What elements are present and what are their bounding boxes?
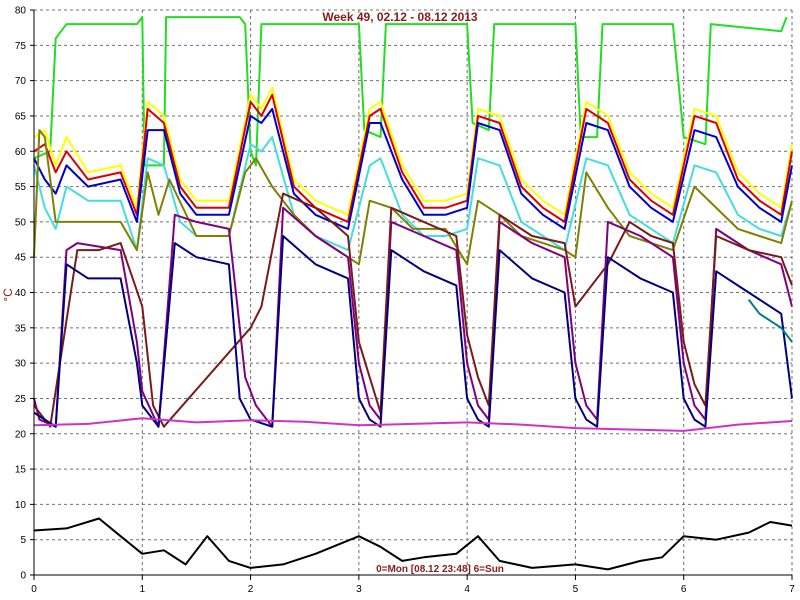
y-tick-label: 0: [20, 571, 26, 582]
y-tick-label: 75: [15, 41, 27, 52]
y-tick-label: 65: [15, 111, 27, 122]
y-tick-label: 55: [15, 182, 27, 193]
x-tick-label: 4: [464, 584, 470, 595]
y-tick-label: 70: [15, 76, 27, 87]
series-line-1: [33, 16, 788, 167]
series-line-3: [33, 93, 793, 223]
series-layer: [33, 16, 793, 571]
series-line-10: [747, 298, 793, 343]
series-line-4: [33, 107, 793, 230]
y-tick-label: 15: [15, 465, 27, 476]
series-line-8: [33, 192, 793, 428]
y-tick-label: 30: [15, 359, 27, 370]
chart-title: Week 49, 02.12 - 08.12 2013: [322, 10, 478, 24]
y-tick-label: 60: [15, 147, 27, 158]
y-tick-label: 5: [20, 535, 26, 546]
y-tick-label: 20: [15, 429, 27, 440]
x-tick-label: 6: [681, 584, 687, 595]
y-axis-label: °C: [1, 288, 15, 302]
series-line-11: [33, 417, 793, 432]
x-tick-label: 7: [789, 584, 795, 595]
axes: [30, 9, 793, 580]
x-tick-label: 3: [356, 584, 362, 595]
time-annotation: 0=Mon [08.12 23:48] 6=Sun: [376, 564, 504, 575]
x-tick-label: 2: [248, 584, 254, 595]
y-tick-label: 45: [15, 253, 27, 264]
y-tick-label: 25: [15, 394, 27, 405]
y-tick-label: 10: [15, 500, 27, 511]
x-tick-label: 1: [140, 584, 146, 595]
y-tick-label: 35: [15, 323, 27, 334]
x-tick-label: 0: [31, 584, 37, 595]
x-tick-label: 5: [573, 584, 579, 595]
y-tick-label: 40: [15, 288, 27, 299]
y-tick-label: 80: [15, 6, 27, 17]
series-line-12: [33, 517, 793, 571]
y-tick-label: 50: [15, 217, 27, 228]
series-line-9: [33, 235, 793, 428]
grid: [34, 9, 793, 575]
